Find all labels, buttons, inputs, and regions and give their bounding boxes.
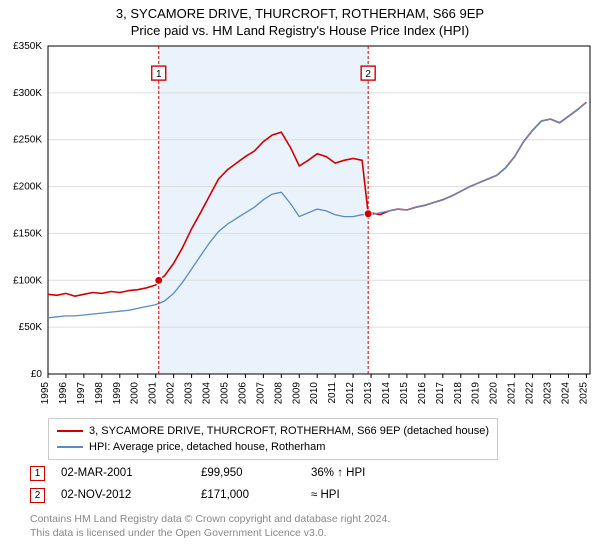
x-tick-label: 2005: [219, 382, 230, 405]
x-tick-label: 2008: [273, 382, 284, 405]
x-tick-label: 2006: [237, 382, 248, 405]
y-tick-label: £350K: [13, 41, 42, 52]
x-tick-label: 1997: [76, 382, 87, 405]
sale-note: 36% ↑ HPI: [311, 467, 471, 479]
x-tick-label: 1999: [112, 382, 123, 405]
legend-label: HPI: Average price, detached house, Roth…: [89, 439, 325, 455]
sale-points-table: 1 02-MAR-2001£99,95036% ↑ HPI 2 02-NOV-2012…: [30, 462, 471, 506]
legend: 3, SYCAMORE DRIVE, THURCROFT, ROTHERHAM,…: [48, 418, 498, 460]
y-tick-label: £50K: [19, 322, 43, 333]
x-tick-label: 2013: [363, 382, 374, 405]
legend-row: 3, SYCAMORE DRIVE, THURCROFT, ROTHERHAM,…: [57, 423, 489, 439]
y-tick-label: £300K: [13, 88, 42, 99]
chart-subtitle: Price paid vs. HM Land Registry's House …: [0, 21, 600, 38]
x-tick-label: 2002: [166, 382, 177, 405]
y-tick-label: £250K: [13, 135, 42, 146]
x-tick-label: 2017: [435, 382, 446, 405]
x-tick-label: 1996: [58, 382, 69, 405]
legend-swatch: [57, 446, 83, 448]
chart: £0 £50K £100K £150K £200K £250K £300K £350K 1995…: [0, 40, 600, 410]
x-tick-label: 2022: [525, 382, 536, 405]
sale-row: 1 02-MAR-2001£99,95036% ↑ HPI: [30, 462, 471, 484]
legend-swatch: [57, 430, 83, 432]
x-tick-label: 1998: [94, 382, 105, 405]
shaded-period: [159, 46, 368, 374]
x-tick-label: 2021: [507, 382, 518, 405]
x-tick-label: 2018: [453, 382, 464, 405]
y-tick-label: £100K: [13, 275, 42, 286]
x-tick-label: 2024: [560, 382, 571, 405]
legend-row: HPI: Average price, detached house, Roth…: [57, 439, 489, 455]
marker-badge-2: 2: [365, 69, 371, 80]
x-tick-label: 2001: [148, 382, 159, 405]
page: { "title": "3, SYCAMORE DRIVE, THURCROFT…: [0, 0, 600, 560]
footer-line-2: This data is licensed under the Open Gov…: [30, 526, 390, 540]
x-tick-label: 2009: [291, 382, 302, 405]
x-tick-label: 2007: [255, 382, 266, 405]
x-tick-label: 2004: [202, 382, 213, 405]
x-tick-label: 2019: [471, 382, 482, 405]
x-tick-label: 2015: [399, 382, 410, 405]
x-tick-label: 1995: [40, 382, 51, 405]
sale-date: 02-MAR-2001: [61, 467, 201, 479]
sale-point-2: [364, 210, 372, 218]
sale-point-1: [155, 276, 163, 284]
x-tick-label: 2000: [130, 382, 141, 405]
footer: Contains HM Land Registry data © Crown c…: [30, 512, 390, 540]
sale-marker: 2: [30, 488, 45, 503]
sale-price: £171,000: [201, 489, 311, 501]
sale-date: 02-NOV-2012: [61, 489, 201, 501]
marker-badge-1: 1: [156, 69, 162, 80]
x-tick-label: 2003: [184, 382, 195, 405]
x-tick-label: 2014: [381, 382, 392, 405]
legend-label: 3, SYCAMORE DRIVE, THURCROFT, ROTHERHAM,…: [89, 423, 489, 439]
y-tick-label: £150K: [13, 228, 42, 239]
x-tick-label: 2025: [578, 382, 589, 405]
sale-marker: 1: [30, 466, 45, 481]
x-tick-label: 2011: [327, 382, 338, 404]
sale-price: £99,950: [201, 467, 311, 479]
x-tick-label: 2010: [309, 382, 320, 405]
x-tick-label: 2016: [417, 382, 428, 405]
y-tick-label: £200K: [13, 182, 42, 193]
chart-title: 3, SYCAMORE DRIVE, THURCROFT, ROTHERHAM,…: [0, 0, 600, 21]
sale-note: ≈ HPI: [311, 489, 471, 501]
y-tick-label: £0: [31, 369, 43, 380]
chart-svg: £0 £50K £100K £150K £200K £250K £300K £350K 1995…: [0, 40, 600, 410]
x-tick-label: 2023: [543, 382, 554, 405]
footer-line-1: Contains HM Land Registry data © Crown c…: [30, 512, 390, 526]
x-tick-label: 2012: [345, 382, 356, 405]
x-tick-label: 2020: [489, 382, 500, 405]
sale-row: 2 02-NOV-2012£171,000≈ HPI: [30, 484, 471, 506]
